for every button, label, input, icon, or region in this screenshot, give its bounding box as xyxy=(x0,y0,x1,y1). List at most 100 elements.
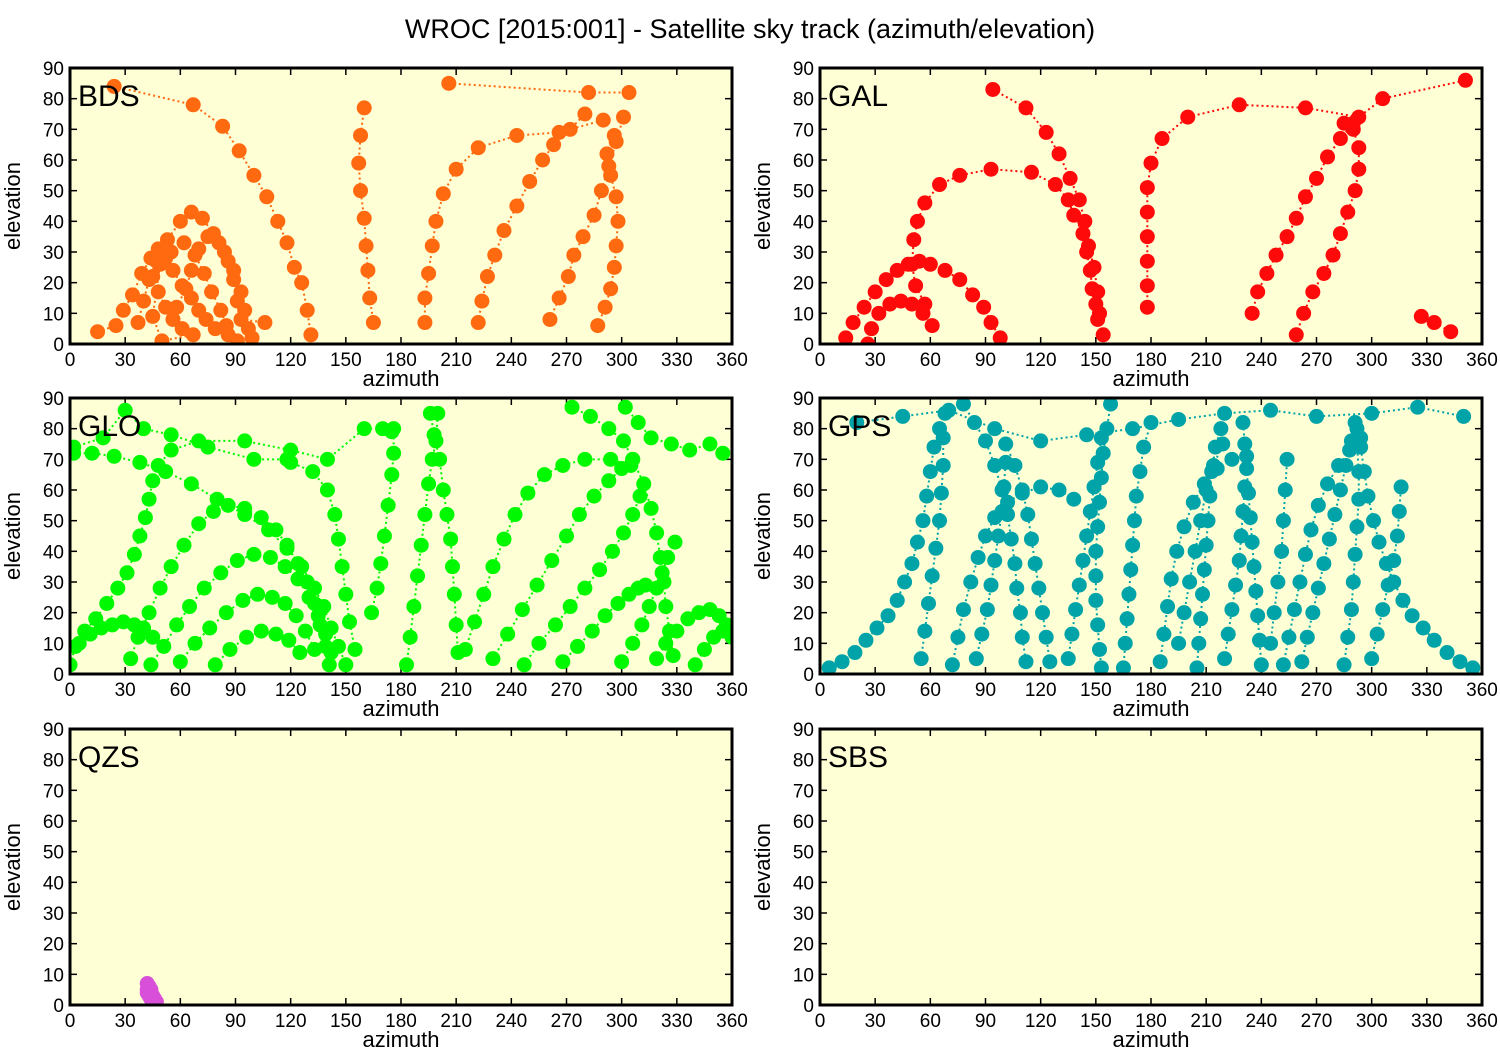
bds-xtick-label: 240 xyxy=(495,350,527,371)
gal-track-point xyxy=(1375,91,1391,107)
gps-track-point xyxy=(1185,494,1201,510)
glo-track-point xyxy=(376,528,392,544)
qzs-xtick-label: 60 xyxy=(170,1011,191,1032)
gps-track-point xyxy=(944,657,960,673)
gps-track-point xyxy=(979,602,995,618)
gps-track-point xyxy=(915,513,931,529)
bds-track-point xyxy=(108,318,124,334)
gal-track-point xyxy=(1244,305,1260,321)
glo-track-point xyxy=(301,589,317,605)
glo-track-point xyxy=(402,629,418,645)
gal-xtick-label: 120 xyxy=(1025,350,1057,371)
bds-track-point xyxy=(194,210,210,226)
gps-track-point xyxy=(1086,479,1102,495)
gal-x-axis-label: azimuth xyxy=(1112,366,1189,391)
gal-ytick-label: 10 xyxy=(793,304,814,325)
gal-ytick-label: 90 xyxy=(793,59,814,80)
gps-x-axis-label: azimuth xyxy=(1112,696,1189,721)
bds-track-point xyxy=(158,299,174,315)
gps-track-line xyxy=(1004,443,1051,662)
glo-xtick-label: 330 xyxy=(661,680,693,701)
glo-track-point xyxy=(364,605,380,621)
gal-ytick-label: 0 xyxy=(803,335,814,356)
glo-track-point xyxy=(327,507,343,523)
gps-track-point xyxy=(1092,494,1108,510)
gps-track-point xyxy=(1007,556,1023,572)
gal-track-point xyxy=(1139,253,1155,269)
gps-track-point xyxy=(1187,543,1203,559)
sbs-ytick-label: 50 xyxy=(793,843,814,864)
gps-track-point xyxy=(1093,430,1109,446)
gal-track-point xyxy=(1139,299,1155,315)
sbs-ytick-label: 20 xyxy=(793,935,814,956)
gal-track-point xyxy=(1071,192,1087,208)
gps-track-point xyxy=(858,632,874,648)
gps-track-point xyxy=(1193,513,1209,529)
glo-track-point xyxy=(145,629,161,645)
gps-track-point xyxy=(1196,562,1212,578)
gps-track-point xyxy=(1371,534,1387,550)
gps-track-point xyxy=(1075,553,1091,569)
gps-track-point xyxy=(1246,559,1262,575)
glo-track-point xyxy=(321,657,337,673)
glo-track-point xyxy=(119,565,135,581)
gps-track-point xyxy=(1189,660,1205,674)
glo-track-line xyxy=(523,495,641,666)
glo-track-point xyxy=(500,626,516,642)
sbs-xtick-label: 330 xyxy=(1411,1011,1443,1032)
gps-track-point xyxy=(1393,479,1409,495)
glo-track-point xyxy=(268,522,284,538)
gps-track-point xyxy=(1121,586,1137,602)
glo-track-point xyxy=(592,562,608,578)
bds-xtick-label: 300 xyxy=(606,350,638,371)
glo-ytick-label: 40 xyxy=(43,542,64,563)
glo-track-point xyxy=(514,602,530,618)
bds-track-point xyxy=(360,262,376,278)
bds-track-point xyxy=(581,85,597,101)
glo-track-point xyxy=(410,568,426,584)
glo-track-point xyxy=(202,620,218,636)
glo-track-point xyxy=(82,626,98,642)
gal-track-point xyxy=(965,287,981,303)
bds-ytick-label: 90 xyxy=(43,59,64,80)
gps-track-point xyxy=(1343,602,1359,618)
gps-track-point xyxy=(1088,592,1104,608)
gal-track-point xyxy=(1082,262,1098,278)
gal-ytick-label: 80 xyxy=(793,90,814,111)
qzs-ytick-label: 50 xyxy=(43,843,64,864)
bds-track-point xyxy=(115,302,131,318)
glo-track-point xyxy=(520,485,536,501)
glo-track-point xyxy=(406,599,422,615)
gps-track-point xyxy=(1340,629,1356,645)
gps-track-point xyxy=(1237,479,1253,495)
bds-track-point xyxy=(246,167,262,183)
qzs-ytick-label: 80 xyxy=(43,751,64,772)
glo-track-point xyxy=(290,571,306,587)
glo-track-point xyxy=(117,402,133,418)
glo-track-point xyxy=(297,623,313,639)
bds-track-point xyxy=(178,281,194,297)
glo-track-point xyxy=(183,476,199,492)
gps-track-point xyxy=(904,556,920,572)
glo-track-point xyxy=(237,500,253,516)
glo-track-point xyxy=(467,614,483,630)
glo-track-point xyxy=(338,586,354,602)
glo-track-point xyxy=(718,617,732,633)
gps-track-point xyxy=(1303,522,1319,538)
gps-ytick-label: 40 xyxy=(793,542,814,563)
bds-ytick-label: 10 xyxy=(43,304,64,325)
glo-track-point xyxy=(222,641,238,657)
gps-ytick-label: 80 xyxy=(793,420,814,441)
glo-track-point xyxy=(417,507,433,523)
glo-track-point xyxy=(205,503,221,519)
sbs-xtick-label: 30 xyxy=(865,1011,886,1032)
glo-track-point xyxy=(614,461,630,477)
qzs-xtick-label: 120 xyxy=(275,1011,307,1032)
gps-track-point xyxy=(978,433,993,449)
bds-ytick-label: 60 xyxy=(43,151,64,172)
gal-xtick-label: 210 xyxy=(1190,350,1222,371)
bds-xtick-label: 0 xyxy=(65,350,76,371)
gps-track-point xyxy=(1270,574,1286,590)
glo-track-point xyxy=(342,614,358,630)
glo-track-point xyxy=(319,451,335,467)
